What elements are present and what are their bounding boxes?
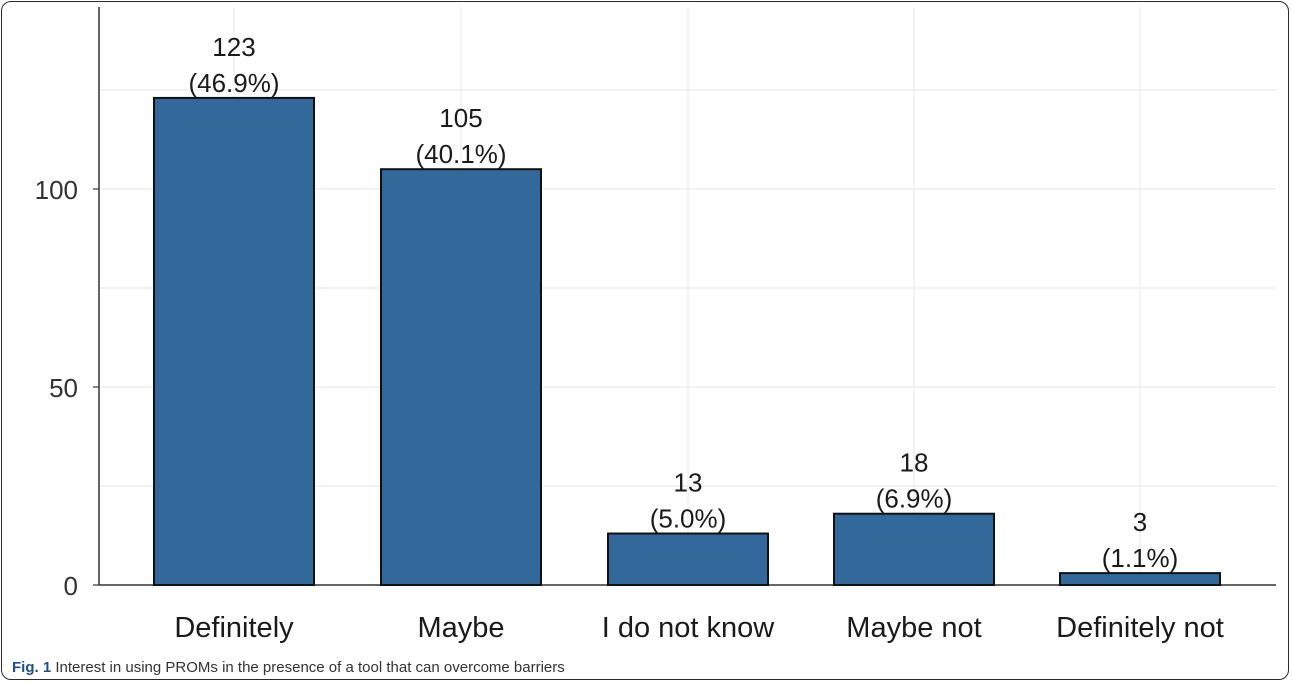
- x-tick-label: Maybe: [417, 612, 504, 644]
- tick-labels: Definitely Maybe I do not know Maybe not Def…: [35, 175, 1224, 644]
- x-tick-label: Definitely not: [1056, 612, 1224, 644]
- bar-maybe: [380, 168, 542, 586]
- data-labels: 123 (46.9%) 105 (40.1%) 13 (5.0%) 18 (6.9%) 3 (1.…: [188, 32, 1178, 573]
- figure-caption: Fig. 1 Interest in using PROMs in the pr…: [12, 659, 565, 676]
- y-tick-label: 100: [35, 175, 78, 205]
- data-label-count: 18: [900, 448, 929, 478]
- data-label-percent: (5.0%): [650, 504, 727, 534]
- data-label-count: 105: [439, 103, 482, 133]
- data-label-count: 3: [1133, 507, 1147, 537]
- figure-label: Fig. 1: [12, 659, 52, 676]
- bars: [153, 96, 1221, 587]
- y-tick-label: 50: [49, 373, 78, 403]
- data-label-percent: (46.9%): [188, 68, 279, 98]
- data-label-percent: (6.9%): [876, 484, 953, 514]
- bar-i-do-not-know: [607, 532, 769, 587]
- data-label-percent: (40.1%): [415, 139, 506, 169]
- bar-chart: 123 (46.9%) 105 (40.1%) 13 (5.0%) 18 (6.9%) 3 (1.…: [35, 7, 1276, 644]
- x-tick-label: Definitely: [174, 612, 294, 644]
- caption-text: Interest in using PROMs in the presence …: [55, 659, 565, 676]
- data-label-count: 13: [674, 468, 703, 498]
- x-tick-label: Maybe not: [846, 612, 981, 644]
- bar-definitely-not: [1059, 572, 1221, 586]
- data-label-count: 123: [212, 32, 255, 62]
- y-tick-label: 0: [64, 571, 78, 601]
- bar-definitely: [153, 96, 315, 586]
- x-tick-label: I do not know: [602, 612, 776, 644]
- data-label-percent: (1.1%): [1102, 543, 1179, 573]
- bar-maybe-not: [833, 512, 995, 586]
